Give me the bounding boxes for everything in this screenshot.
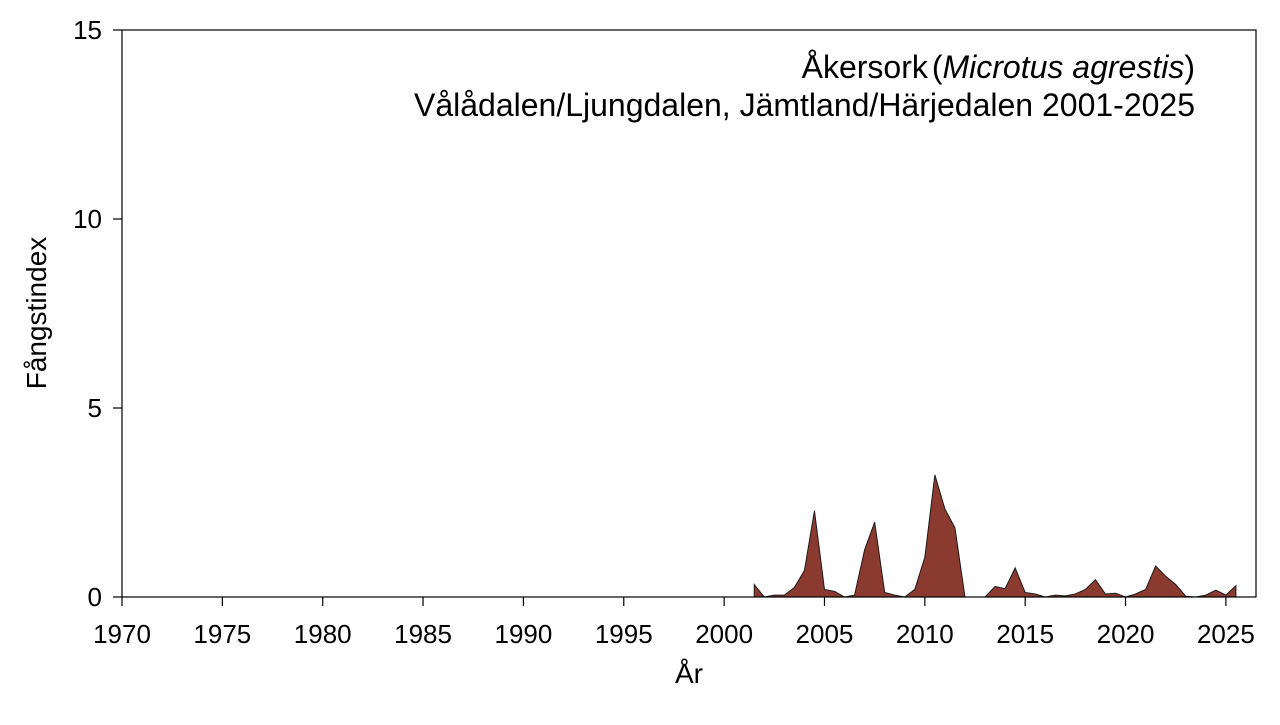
y-axis: 0 5 10 15 bbox=[73, 15, 122, 612]
x-tick-label: 1980 bbox=[294, 619, 352, 649]
y-axis-title: Fångstindex bbox=[21, 237, 52, 390]
x-tick-label: 2025 bbox=[1197, 619, 1255, 649]
x-tick-label: 1970 bbox=[93, 619, 151, 649]
x-tick-label: 1990 bbox=[494, 619, 552, 649]
x-tick-label: 2005 bbox=[796, 619, 854, 649]
x-tick-label: 2020 bbox=[1097, 619, 1155, 649]
title-latin: Microtus agrestis bbox=[943, 49, 1185, 85]
x-tick-label: 2010 bbox=[896, 619, 954, 649]
area-series-0 bbox=[753, 474, 1237, 598]
chart-title: Åkersork (Microtus agrestis) bbox=[802, 49, 1195, 85]
x-tick-label: 2015 bbox=[996, 619, 1054, 649]
x-tick-label: 2000 bbox=[695, 619, 753, 649]
x-tick-label: 1975 bbox=[193, 619, 251, 649]
area-layer bbox=[753, 474, 1237, 598]
y-tick-label: 0 bbox=[88, 582, 102, 612]
x-tick-label: 1985 bbox=[394, 619, 452, 649]
chart-subtitle: Vålådalen/Ljungdalen, Jämtland/Härjedale… bbox=[414, 87, 1195, 123]
x-axis-title: År bbox=[675, 658, 703, 689]
x-axis: 1970 1975 1980 1985 1990 1995 2000 2005 2010 2015… bbox=[93, 597, 1255, 649]
x-tick-label: 1995 bbox=[595, 619, 653, 649]
plot-frame bbox=[121, 29, 1257, 598]
y-tick-label: 10 bbox=[73, 204, 102, 234]
y-tick-label: 15 bbox=[73, 15, 102, 45]
title-common: Åkersork bbox=[802, 49, 929, 85]
y-tick-label: 5 bbox=[88, 393, 102, 423]
